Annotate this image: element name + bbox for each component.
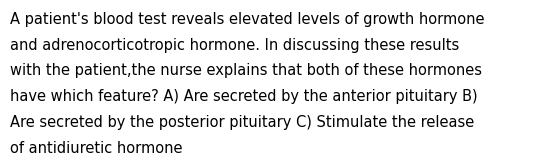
Text: have which feature? A) Are secreted by the anterior pituitary B): have which feature? A) Are secreted by t… <box>10 89 478 104</box>
Text: of antidiuretic hormone: of antidiuretic hormone <box>10 141 182 156</box>
Text: with the patient,the nurse explains that both of these hormones: with the patient,the nurse explains that… <box>10 63 482 78</box>
Text: Are secreted by the posterior pituitary C) Stimulate the release: Are secreted by the posterior pituitary … <box>10 115 474 130</box>
Text: and adrenocorticotropic hormone. In discussing these results: and adrenocorticotropic hormone. In disc… <box>10 38 459 53</box>
Text: A patient's blood test reveals elevated levels of growth hormone: A patient's blood test reveals elevated … <box>10 12 484 27</box>
